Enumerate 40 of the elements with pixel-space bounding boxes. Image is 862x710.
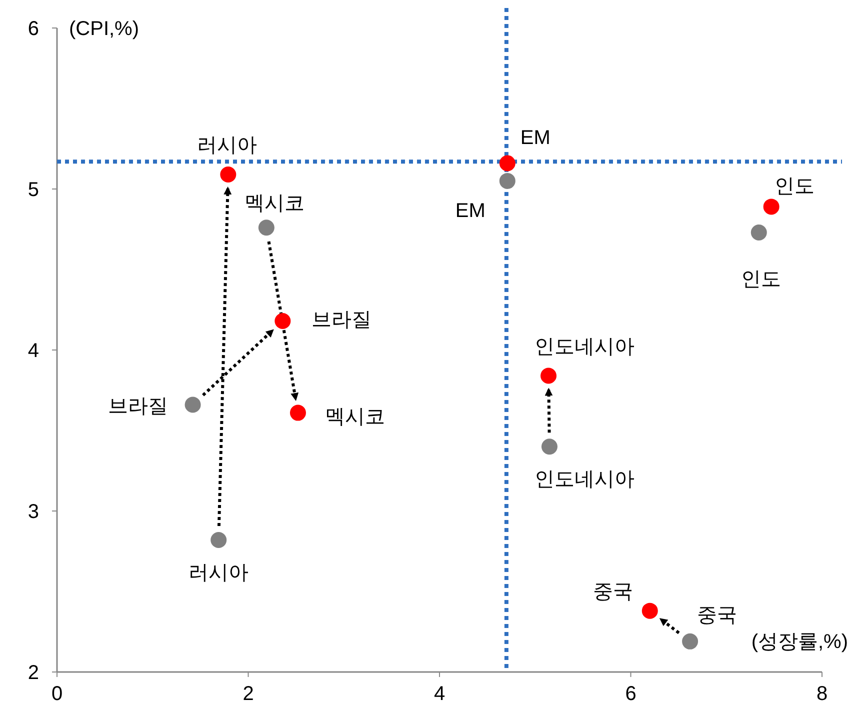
x-tick-label: 6 xyxy=(625,683,636,705)
point xyxy=(682,633,698,650)
annotation: EM xyxy=(455,200,486,222)
x-axis-title: (성장률,%) xyxy=(751,631,848,653)
point xyxy=(750,224,767,240)
x-tick-label: 4 xyxy=(434,683,446,705)
point xyxy=(184,396,201,413)
annotation: 인도 xyxy=(774,176,814,198)
annotation: EM xyxy=(520,127,550,150)
annotation: 인도네시아 xyxy=(534,336,635,358)
y-axis-title: (CPI,%) xyxy=(69,18,139,40)
annotation: 인도네시아 xyxy=(534,468,634,491)
x-tick-label: 8 xyxy=(816,683,828,705)
point xyxy=(499,172,516,189)
y-tick-label: 6 xyxy=(28,18,39,40)
annotation: 러시아 xyxy=(188,562,249,584)
point xyxy=(274,313,291,330)
annotation: 브라질 xyxy=(108,396,168,418)
point xyxy=(220,166,236,183)
y-tick-label: 5 xyxy=(28,179,39,201)
annotation: 인도 xyxy=(740,268,781,290)
x-tick-label: 0 xyxy=(51,683,63,705)
annotation: 중국 xyxy=(592,580,633,603)
annotation: 멕시코 xyxy=(244,192,304,215)
point xyxy=(541,438,558,455)
point xyxy=(763,198,780,215)
point xyxy=(642,602,658,619)
y-tick-label: 3 xyxy=(28,501,39,523)
y-tick-label: 2 xyxy=(28,662,39,684)
annotation: 러시아 xyxy=(197,134,258,157)
point xyxy=(499,155,516,172)
x-tick-label: 2 xyxy=(242,683,254,705)
annotation: 브라질 xyxy=(312,309,372,332)
annotation: 멕시코 xyxy=(324,406,385,428)
annotation: 중국 xyxy=(697,604,738,626)
point xyxy=(540,368,557,384)
point xyxy=(290,404,306,421)
point xyxy=(210,532,227,548)
y-tick-label: 4 xyxy=(28,340,39,362)
point xyxy=(258,220,274,236)
